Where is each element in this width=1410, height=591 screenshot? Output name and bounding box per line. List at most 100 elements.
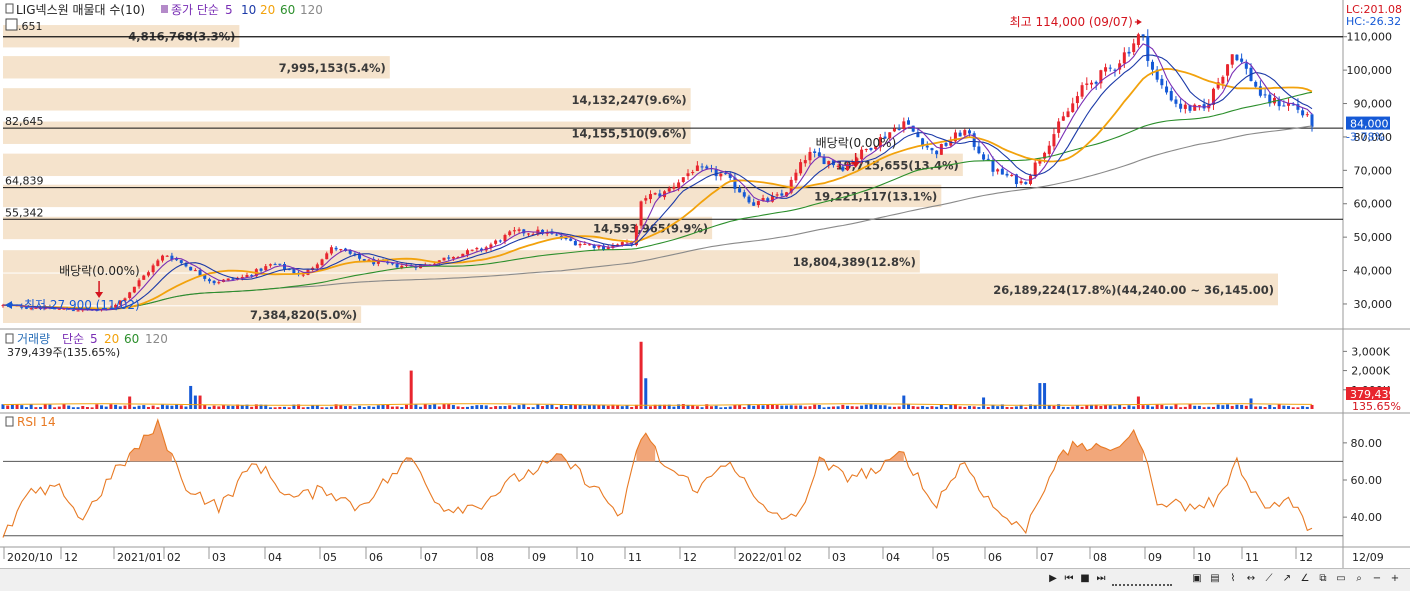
candle-body: [555, 234, 559, 236]
volume-bar: [953, 404, 957, 409]
volume-bar: [358, 405, 362, 409]
volume-bar: [705, 404, 709, 409]
volume-bar: [414, 404, 418, 409]
candle-body: [517, 229, 521, 231]
candle-body: [1282, 105, 1286, 107]
fast-forward-icon[interactable]: ⏭: [1096, 573, 1106, 584]
volume-bar: [921, 405, 925, 409]
volume-bar: [353, 407, 357, 409]
volume-ma-period: 20: [104, 332, 119, 346]
zoom-out-icon[interactable]: −: [1372, 573, 1382, 584]
zoom-in-icon[interactable]: +: [1390, 573, 1400, 584]
candle-body: [1014, 174, 1018, 185]
volume-bar: [1028, 404, 1032, 409]
volume-readout: 379,439주(135.65%): [7, 346, 120, 359]
candle-body: [1071, 103, 1075, 113]
x-tick-label: 2021/01: [117, 551, 163, 564]
price-legend: LIG넥스원 매물대 수(10) 종가 단순 5 10 20 60 120 .651: [5, 3, 323, 33]
candle-body: [1291, 104, 1295, 106]
volume-bar: [372, 406, 376, 409]
candle-body: [639, 201, 643, 226]
measure-icon[interactable]: ↔: [1246, 573, 1256, 584]
x-tick-label: 02: [167, 551, 181, 564]
candle-body: [888, 132, 892, 139]
candle-body: [1136, 34, 1140, 45]
candle-body: [925, 145, 929, 148]
first-page-icon[interactable]: ⏮: [1064, 573, 1074, 584]
candle-body: [470, 249, 474, 251]
volume-profile-label: 18,804,389(12.8%): [793, 255, 916, 269]
volume-bar: [808, 406, 812, 409]
text-tool-icon[interactable]: ↗: [1282, 573, 1292, 584]
candle-body: [770, 196, 774, 202]
volume-bar: [217, 406, 221, 409]
volume-bar: [390, 406, 394, 409]
price-tick-label: 30,000: [1354, 298, 1393, 311]
volume-bar: [864, 404, 868, 409]
candle-body: [1165, 86, 1169, 93]
candle-body: [846, 163, 850, 171]
candle-body: [1033, 162, 1037, 177]
volume-bar: [1291, 407, 1295, 409]
volume-bar: [911, 406, 915, 409]
rsi-overbought-fill: [129, 419, 172, 462]
trendline-icon[interactable]: ⟋: [1265, 573, 1273, 584]
candle-body: [620, 242, 624, 245]
volume-bar: [343, 406, 347, 409]
candle-body: [648, 194, 652, 200]
volume-bar: [531, 407, 535, 409]
candle-body: [475, 248, 479, 250]
volume-bar: [447, 404, 451, 409]
ma-period-label: 60: [280, 3, 295, 17]
grid-icon[interactable]: ▤: [1210, 573, 1220, 584]
volume-bar: [1127, 405, 1131, 409]
candle-body: [334, 247, 338, 250]
candle-body: [700, 166, 704, 168]
volume-bar: [860, 405, 864, 409]
candle-body: [667, 188, 671, 192]
crosshair-icon[interactable]: ▣: [1192, 573, 1202, 584]
volume-profile-bar: [3, 56, 390, 79]
volume-bar: [827, 406, 831, 409]
candle-body: [761, 197, 765, 201]
play-icon[interactable]: ▶: [1049, 573, 1057, 584]
window-icon[interactable]: ⧉: [1319, 573, 1327, 584]
volume-bar: [207, 406, 211, 409]
volume-bar: [184, 406, 188, 409]
volume-bar: [742, 407, 746, 409]
volume-bar: [1174, 404, 1178, 409]
candle-body: [695, 165, 699, 171]
volume-bar: [1136, 396, 1140, 409]
x-tick-label: 2022/01: [738, 551, 784, 564]
candle-body: [1305, 114, 1309, 116]
volume-bar: [625, 405, 629, 409]
volume-bar: [1014, 406, 1018, 409]
volume-bar: [695, 406, 699, 409]
draw-icon[interactable]: ⌇: [1230, 573, 1236, 584]
candle-body: [756, 201, 760, 206]
candle-body: [57, 308, 61, 310]
angle-icon[interactable]: ∠: [1300, 573, 1310, 584]
candle-body: [677, 182, 681, 188]
ma-period-label: 10: [241, 3, 256, 17]
volume-bar: [888, 406, 892, 409]
rsi-tick-label: 80.00: [1351, 437, 1383, 450]
capture-icon[interactable]: ▭: [1336, 573, 1346, 584]
volume-bar: [963, 406, 967, 409]
candle-body: [1268, 94, 1272, 104]
volume-bar: [395, 406, 399, 409]
candle-body: [827, 161, 831, 165]
volume-ma-period: 60: [124, 332, 139, 346]
volume-bar: [1075, 405, 1079, 409]
candle-body: [1038, 159, 1042, 164]
candle-body: [34, 307, 38, 309]
stop-icon[interactable]: ■: [1080, 573, 1090, 584]
candle-body: [1061, 116, 1065, 121]
zoom-slider[interactable]: [1112, 574, 1172, 586]
volume-bar: [1305, 406, 1309, 409]
volume-bar: [1165, 406, 1169, 409]
price-tick-label: 50,000: [1354, 231, 1393, 244]
x-tick-label: 2020/10: [7, 551, 53, 564]
search-icon[interactable]: ⌕: [1356, 573, 1362, 584]
candle-body: [1089, 82, 1093, 85]
